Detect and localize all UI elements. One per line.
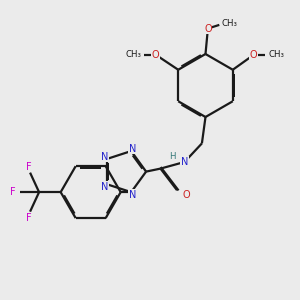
Text: F: F: [26, 213, 32, 223]
Text: F: F: [26, 162, 32, 172]
Text: CH₃: CH₃: [268, 50, 284, 59]
Text: N: N: [181, 157, 188, 167]
Text: O: O: [152, 50, 160, 60]
Text: CH₃: CH₃: [221, 19, 238, 28]
Text: H: H: [169, 152, 176, 161]
Text: N: N: [101, 152, 108, 161]
Text: N: N: [129, 144, 136, 154]
Text: CH₃: CH₃: [125, 50, 141, 59]
Text: N: N: [101, 182, 108, 192]
Text: O: O: [250, 50, 258, 60]
Text: N: N: [129, 190, 136, 200]
Text: O: O: [182, 190, 190, 200]
Text: F: F: [10, 187, 16, 197]
Text: O: O: [204, 23, 212, 34]
